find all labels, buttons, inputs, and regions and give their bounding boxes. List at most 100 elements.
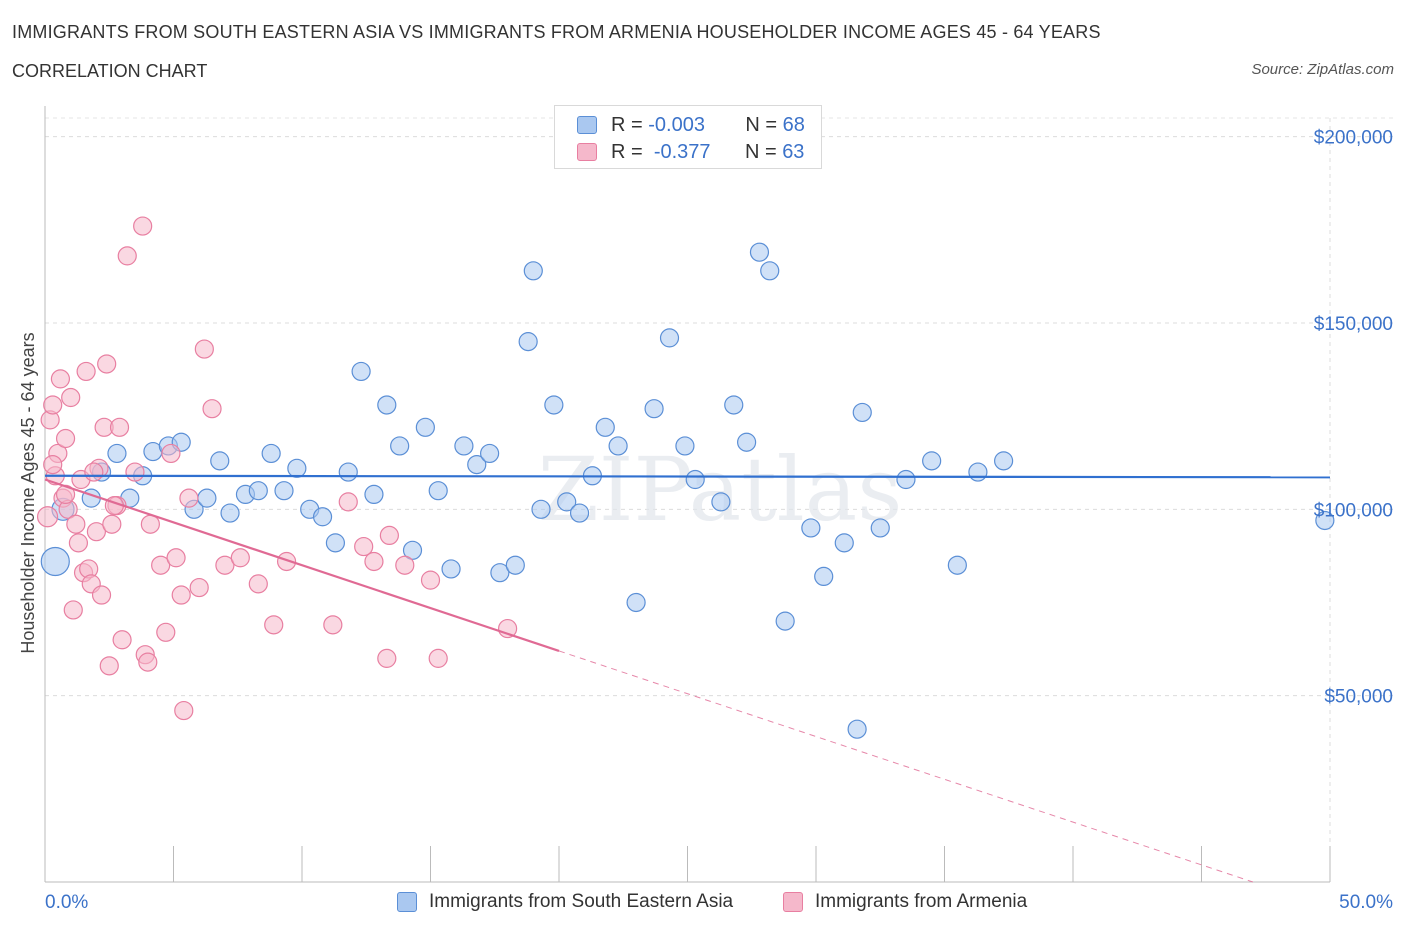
trend-line-armenia xyxy=(44,478,560,652)
point-sea xyxy=(626,592,646,613)
point-armenia xyxy=(151,555,171,575)
y-tick-label: $100,000 xyxy=(1314,500,1393,521)
bottom-legend-label: Immigrants from Armenia xyxy=(815,891,1028,912)
point-sea xyxy=(402,540,423,560)
point-armenia xyxy=(395,555,415,575)
point-sea xyxy=(775,611,795,631)
tick-labels: $200,000 $150,000 $100,000 $50,000 0.0% 50.0% xyxy=(45,128,1393,913)
point-armenia xyxy=(68,533,89,553)
point-armenia xyxy=(174,700,194,721)
point-armenia xyxy=(379,525,399,546)
point-sea xyxy=(197,488,217,508)
point-armenia xyxy=(66,514,86,534)
point-armenia xyxy=(84,462,104,482)
point-sea xyxy=(107,443,127,464)
point-armenia xyxy=(276,551,297,572)
legend-r-value: -0.377 xyxy=(653,140,711,163)
point-sea xyxy=(441,559,461,579)
point-sea xyxy=(531,499,551,519)
point-armenia xyxy=(179,488,199,508)
point-sea xyxy=(490,563,510,583)
bottom-legend-label: Immigrants from South Eastern Asia xyxy=(429,891,734,912)
point-armenia xyxy=(248,574,268,594)
point-armenia xyxy=(97,354,117,374)
point-armenia xyxy=(264,615,284,635)
point-sea xyxy=(1315,510,1335,531)
y-tick-label: $150,000 xyxy=(1314,314,1393,335)
point-sea xyxy=(261,443,281,464)
point-armenia xyxy=(43,454,63,475)
watermark: ZIPatlas xyxy=(538,438,903,541)
point-armenia xyxy=(125,462,145,482)
point-armenia xyxy=(156,622,176,642)
legend-r-label: R = xyxy=(611,113,643,136)
point-armenia xyxy=(76,361,96,382)
point-armenia xyxy=(377,648,397,668)
legend-n-value: 63 xyxy=(782,140,805,163)
point-sea xyxy=(947,555,967,575)
point-armenia xyxy=(230,548,250,568)
point-sea xyxy=(454,436,474,456)
point-sea xyxy=(760,261,780,281)
point-armenia xyxy=(91,585,112,605)
point-sea xyxy=(338,462,358,482)
point-armenia xyxy=(61,387,81,408)
legend-n-label: N = xyxy=(745,113,778,136)
point-armenia xyxy=(36,506,59,528)
point-sea xyxy=(711,492,731,512)
point-sea xyxy=(569,503,590,523)
legend-n-label: N = xyxy=(744,140,777,163)
point-sea xyxy=(847,719,867,739)
point-sea xyxy=(287,458,307,478)
point-armenia xyxy=(112,630,132,650)
bottom-legend-swatch-armenia xyxy=(783,892,803,912)
point-armenia xyxy=(338,492,358,512)
legend-n-value: 68 xyxy=(782,113,805,136)
trend-lines xyxy=(44,474,1331,883)
point-sea xyxy=(364,484,384,505)
legend-swatch-sea xyxy=(577,116,597,134)
point-sea xyxy=(608,436,628,456)
point-armenia xyxy=(428,648,448,668)
point-sea xyxy=(312,507,333,527)
point-sea xyxy=(518,332,538,352)
point-armenia xyxy=(161,443,181,464)
x-tick-label: 50.0% xyxy=(1339,892,1393,913)
point-sea xyxy=(480,443,500,464)
point-armenia xyxy=(117,246,137,266)
axes xyxy=(44,106,1331,883)
point-sea xyxy=(737,432,757,452)
point-sea xyxy=(220,503,240,523)
point-armenia xyxy=(364,551,384,572)
bottom-legend-sea: Immigrants from South Eastern Asia xyxy=(397,888,733,916)
point-sea xyxy=(325,533,346,553)
point-sea xyxy=(922,451,942,471)
legend-swatch-armenia xyxy=(577,143,597,161)
point-sea xyxy=(834,533,854,553)
point-armenia xyxy=(166,548,186,568)
trend-line-sea xyxy=(44,474,1331,479)
chart-title: IMMIGRANTS FROM SOUTH EASTERN ASIA VS IM… xyxy=(12,22,1101,42)
bottom-legend-swatch-sea xyxy=(397,892,417,912)
point-sea xyxy=(968,462,988,482)
source-credit: Source: ZipAtlas.com xyxy=(1251,61,1394,78)
chart-subtitle: CORRELATION CHART xyxy=(12,61,208,81)
point-armenia xyxy=(138,652,158,672)
point-sea xyxy=(870,518,890,538)
legend-row-armenia: R = -0.377 N = 63 xyxy=(577,140,804,164)
point-sea xyxy=(467,454,487,475)
x-tick-label: 0.0% xyxy=(45,892,88,913)
point-armenia xyxy=(50,369,71,389)
correlation-legend: R = -0.003 N = 68 R = -0.377 N = 63 xyxy=(554,105,822,169)
point-sea xyxy=(505,555,525,575)
point-sea xyxy=(644,399,664,419)
point-armenia xyxy=(133,216,153,236)
trend-line-armenia-extension xyxy=(558,650,1254,883)
point-armenia xyxy=(354,536,374,557)
point-armenia xyxy=(202,399,222,419)
point-sea xyxy=(659,328,680,348)
point-armenia xyxy=(43,395,63,415)
point-sea xyxy=(40,546,70,577)
bottom-legend-armenia: Immigrants from Armenia xyxy=(783,888,1027,916)
